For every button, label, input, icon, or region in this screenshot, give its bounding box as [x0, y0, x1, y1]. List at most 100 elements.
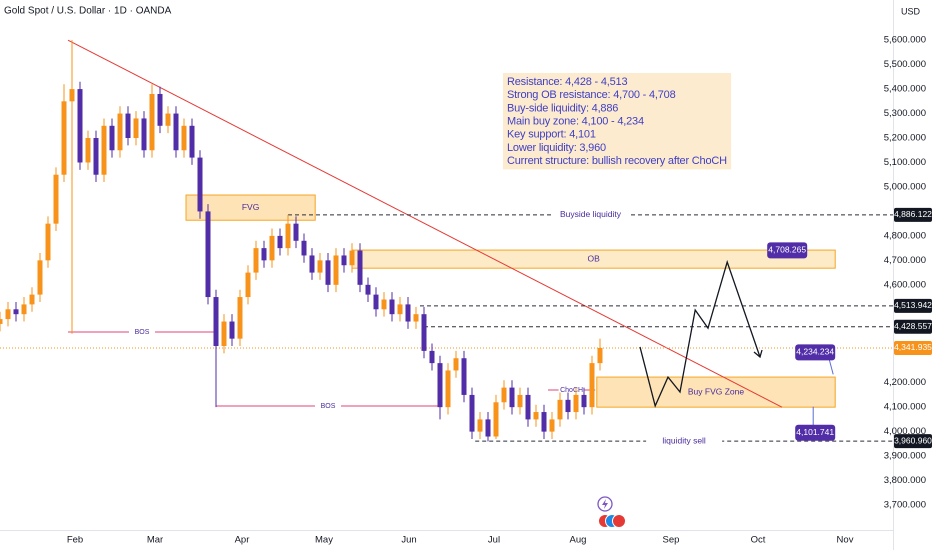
candle-body: [581, 394, 587, 408]
y-tick-label: 5,200.000: [884, 133, 926, 144]
candle-body: [213, 297, 219, 346]
y-tick-label: 3,700.000: [884, 500, 926, 511]
candle-body: [597, 347, 603, 364]
y-tick-label: 3,800.000: [884, 475, 926, 486]
structure-label-bg: [315, 400, 341, 411]
axis-layer: 4,886.122 4,513.942 4,428.557 4,341.935 3,96…: [67, 35, 932, 546]
x-tick-label: Oct: [751, 535, 766, 546]
y-tick-label: 5,400.000: [884, 84, 926, 95]
y-tick-label: 5,100.000: [884, 157, 926, 168]
price-label-bg: [894, 319, 932, 334]
x-tick-label: Aug: [570, 535, 587, 546]
candle-body: [405, 304, 411, 322]
note-line: Lower liquidity: 3,960: [507, 142, 606, 154]
price-label: 3,960.960: [894, 435, 932, 445]
x-tick-label: Apr: [235, 535, 250, 546]
y-tick-label: 4,200.000: [884, 377, 926, 388]
chart-title: Gold Spot / U.S. Dollar · 1D · OANDA: [4, 6, 172, 17]
x-tick-label: Jul: [488, 535, 500, 546]
note-line: Key support: 4,101: [507, 129, 596, 141]
candle-body: [453, 358, 459, 371]
candle-body: [557, 399, 563, 420]
notes-bg: [503, 73, 732, 170]
y-tick-label: 5,300.000: [884, 108, 926, 119]
candle-body: [269, 235, 275, 261]
x-tick-label: Mar: [147, 535, 163, 546]
callout-label: 4,708.265: [768, 245, 806, 255]
callout-label: 4,234.234: [796, 347, 834, 357]
candle-body: [141, 118, 147, 151]
candle-body: [37, 260, 43, 295]
candle-body: [285, 223, 291, 249]
y-tick-label: 5,500.000: [884, 59, 926, 70]
overlay-layer: 4,708.265 4,234.234 4,101.741 Resistance: 4…: [503, 73, 836, 441]
zone-label: Buy FVG Zone: [688, 386, 744, 396]
candles-layer: [0, 40, 603, 442]
trend-line: [67, 39, 783, 408]
level-name: Buyside liquidity: [560, 209, 622, 219]
candle-body: [133, 118, 139, 139]
candle-body: [389, 299, 395, 315]
x-tick-label: Nov: [837, 535, 854, 546]
candle-body: [149, 93, 155, 151]
candle-body: [469, 394, 475, 432]
candle-body: [109, 125, 115, 151]
candle-body: [461, 358, 467, 395]
candle-body: [309, 255, 315, 273]
candle-body: [333, 255, 339, 285]
candle-body: [21, 304, 27, 315]
y-tick-label: 5,600.000: [884, 35, 926, 46]
candle-body: [173, 113, 179, 151]
price-label: 4,428.557: [894, 321, 932, 331]
price-label: 4,341.935: [894, 342, 932, 352]
candle-body: [349, 250, 355, 266]
candle-body: [589, 363, 595, 408]
candle-body: [365, 284, 371, 295]
candle-body: [485, 419, 491, 437]
candle-body: [421, 314, 427, 351]
candle-body: [205, 211, 211, 298]
candle-body: [301, 240, 307, 256]
price-label-bg: [894, 434, 932, 449]
candle-body: [77, 89, 83, 163]
x-tick-label: Jun: [401, 535, 416, 546]
note-line: Strong OB resistance: 4,700 - 4,708: [507, 89, 676, 101]
candle-body: [69, 89, 75, 102]
y-tick-label: 4,800.000: [884, 230, 926, 241]
structure-label-bg: [129, 327, 155, 338]
candle-body: [5, 309, 11, 320]
candle-body: [197, 157, 203, 212]
candle-body: [125, 113, 131, 139]
candle-body: [245, 272, 251, 298]
y-tick-label: 3,900.000: [884, 451, 926, 462]
level-name: liquidity sell: [662, 435, 706, 445]
callout-bg: [795, 344, 836, 361]
candle-body: [181, 125, 187, 151]
candle-body: [29, 294, 35, 305]
price-label-bg: [894, 340, 932, 355]
candle-body: [549, 419, 555, 432]
candle-body: [397, 304, 403, 315]
x-tick-label: May: [315, 535, 333, 546]
y-tick-label: 4,600.000: [884, 279, 926, 290]
y-tick-label: 4,100.000: [884, 402, 926, 413]
zone-label: OB: [587, 253, 600, 263]
candle-body: [445, 370, 451, 408]
candle-body: [117, 113, 123, 151]
candle-body: [541, 412, 547, 432]
candle-body: [157, 93, 163, 126]
candle-body: [261, 248, 267, 261]
candle-body: [341, 255, 347, 266]
candle-body: [509, 387, 515, 408]
candle-body: [573, 394, 579, 413]
callout-label: 4,101.741: [796, 427, 834, 437]
callout-bg: [767, 242, 808, 259]
note-line: Resistance: 4,428 - 4,513: [507, 76, 627, 88]
candle-body: [237, 297, 243, 339]
note-line: Buy-side liquidity: 4,886: [507, 102, 618, 114]
candle-body: [373, 294, 379, 310]
structure-label: ChoCH: [560, 387, 583, 394]
candle-body: [493, 402, 499, 437]
flag-icon[interactable]: [612, 514, 626, 528]
